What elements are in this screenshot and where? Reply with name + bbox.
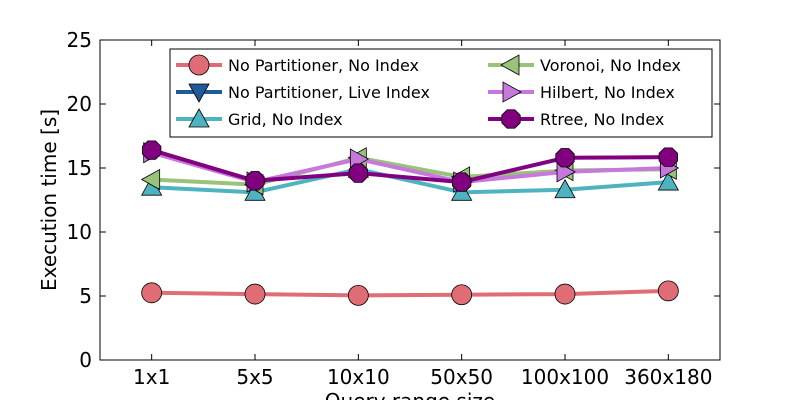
data-point xyxy=(657,171,680,191)
data-point xyxy=(451,284,473,306)
legend-marker xyxy=(188,83,210,103)
y-tick-label: 25 xyxy=(67,28,92,52)
y-tick-label: 5 xyxy=(79,284,92,308)
y-tick-label: 20 xyxy=(67,92,92,116)
y-tick-label: 15 xyxy=(67,156,92,180)
legend-label: Rtree, No Index xyxy=(540,110,664,129)
data-point xyxy=(141,282,163,304)
legend-marker xyxy=(502,81,522,103)
x-tick-label: 100x100 xyxy=(521,365,609,389)
y-tick-label: 10 xyxy=(67,220,92,244)
plot-frame xyxy=(99,39,721,361)
data-point xyxy=(244,283,266,305)
x-tick-label: 50x50 xyxy=(430,365,493,389)
legend-label: No Partitioner, No Index xyxy=(228,56,419,75)
legend-label: Grid, No Index xyxy=(228,110,343,129)
data-point xyxy=(657,280,679,302)
data-point xyxy=(348,163,368,183)
x-axis: 1x1 5x5 10x10 50x50 100x100 360x180 xyxy=(133,40,712,389)
x-tick-label: 10x10 xyxy=(327,365,390,389)
data-point xyxy=(245,171,265,191)
legend-marker xyxy=(188,108,210,128)
legend-label: No Partitioner, Live Index xyxy=(228,83,430,102)
series-line xyxy=(151,288,669,298)
x-tick-label: 1x1 xyxy=(133,365,170,389)
data-point xyxy=(142,140,162,160)
data-point xyxy=(347,284,369,306)
chart-marks xyxy=(140,140,680,306)
data-point xyxy=(140,168,161,191)
legend-marker xyxy=(188,54,210,76)
legend-label: Hilbert, No Index xyxy=(540,83,675,102)
legend: No Partitioner, No Index No Partitioner, … xyxy=(169,48,713,138)
data-point xyxy=(554,178,576,199)
legend-marker xyxy=(501,109,521,129)
legend-box xyxy=(169,48,713,138)
data-point xyxy=(555,148,575,168)
legend-label: Voronoi, No Index xyxy=(540,56,681,75)
x-axis-label: Query range size xyxy=(325,389,495,400)
data-point xyxy=(452,172,472,192)
series-line xyxy=(151,167,669,195)
y-tick-label: 0 xyxy=(79,348,92,372)
y-axis-label: Execution time [s] xyxy=(37,109,61,291)
x-tick-label: 360x180 xyxy=(624,365,712,389)
data-point xyxy=(554,283,576,305)
legend-marker xyxy=(500,54,520,76)
series-line xyxy=(151,148,669,185)
y-axis: 0 5 10 15 20 25 xyxy=(67,28,720,372)
x-tick-label: 5x5 xyxy=(236,365,273,389)
data-point xyxy=(658,147,678,167)
